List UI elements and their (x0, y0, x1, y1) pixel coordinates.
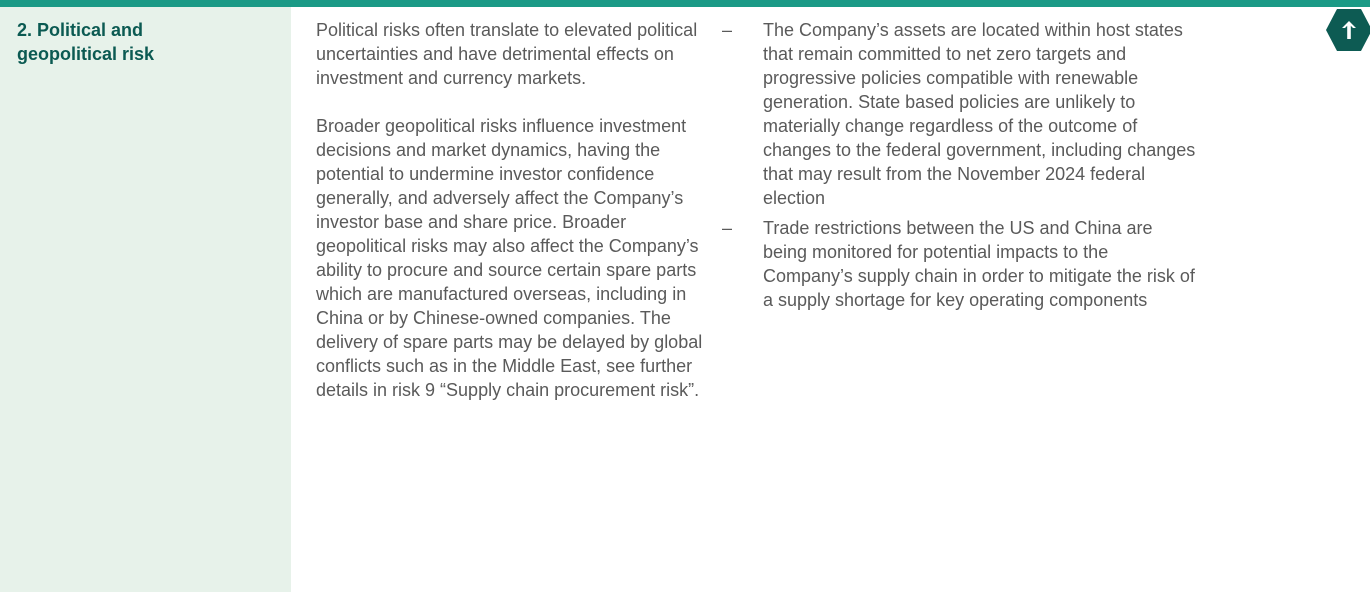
mitigation-list: The Company’s assets are located within … (720, 18, 1200, 318)
paragraph: Broader geopolitical risks influence inv… (316, 116, 703, 400)
mitigation-item: The Company’s assets are located within … (720, 18, 1200, 210)
risk-title: 2. Political and geopolitical risk (17, 20, 155, 64)
paragraph: Political risks often translate to eleva… (316, 20, 698, 88)
mitigation-item: Trade restrictions between the US and Ch… (720, 216, 1200, 312)
risk-description: Political risks often translate to eleva… (316, 18, 714, 426)
back-to-top-button[interactable] (1326, 8, 1370, 52)
risk-title-panel (0, 7, 291, 592)
arrow-up-icon (1342, 21, 1356, 39)
top-bar (0, 0, 1370, 7)
